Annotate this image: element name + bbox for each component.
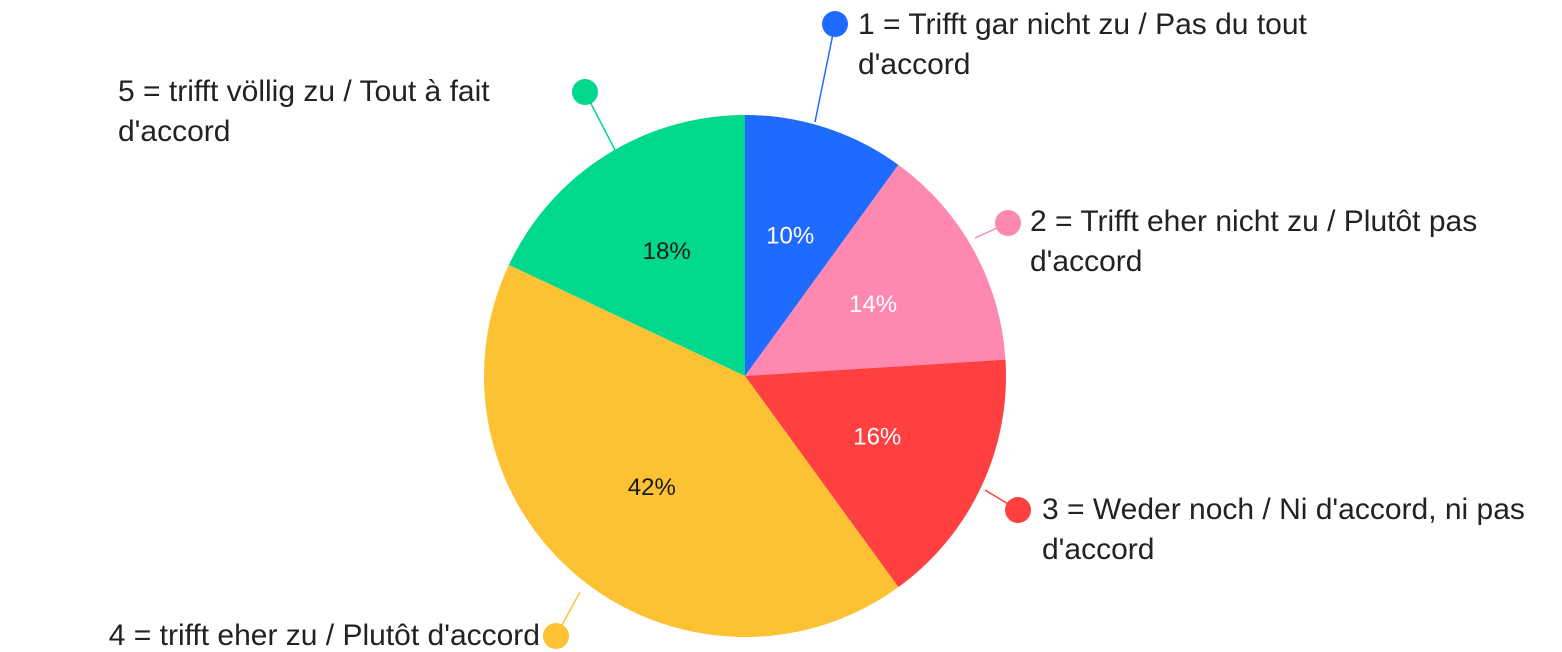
pie-slice (745, 359, 1006, 588)
pie-slice (745, 164, 1006, 376)
category-label: 4 = trifft eher zu / Plutôt d'accord (108, 619, 540, 652)
leader-line (814, 23, 836, 123)
legend-dot (995, 210, 1021, 236)
legend-dot (572, 79, 598, 105)
pie-slice (484, 264, 899, 637)
legend-dot (1005, 497, 1031, 523)
value-label: 16% (853, 424, 901, 451)
value-label: 18% (643, 238, 691, 265)
value-label: 42% (628, 474, 676, 501)
pie-slice (745, 115, 899, 376)
category-label: 2 = Trifft eher nicht zu / Plutôt pas d'… (1030, 205, 1478, 278)
pie-slice (508, 115, 745, 376)
value-label: 10% (766, 222, 814, 249)
legend-dot (822, 11, 848, 37)
legend-dot (543, 623, 569, 649)
category-label: 1 = Trifft gar nicht zu / Pas du tout d'… (858, 8, 1307, 81)
category-label: 5 = trifft völlig zu / Tout à fait d'acc… (118, 75, 490, 148)
category-label: 3 = Weder noch / Ni d'accord, ni pas d'a… (1042, 493, 1525, 566)
value-label: 14% (849, 291, 897, 318)
